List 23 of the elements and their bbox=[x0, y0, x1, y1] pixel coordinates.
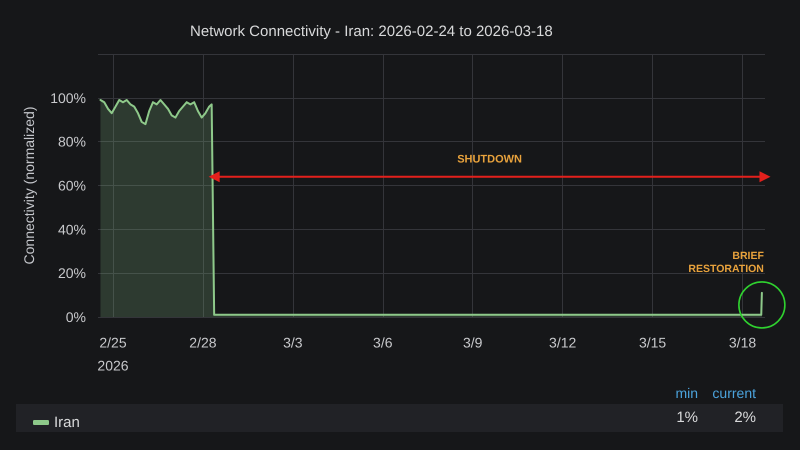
y-tick-label: 0% bbox=[66, 309, 86, 325]
chart-title: Network Connectivity - Iran: 2026-02-24 to 2026-03-18 bbox=[190, 23, 553, 40]
y-tick-label: 20% bbox=[58, 265, 86, 282]
x-tick-label: 3/3 bbox=[283, 334, 303, 350]
y-tick-label: 80% bbox=[58, 134, 86, 150]
annotation: BRIEF RESTORATION bbox=[687, 250, 764, 276]
text: current bbox=[712, 385, 756, 401]
text: min bbox=[675, 385, 698, 401]
x-tick-label: 3/15 bbox=[638, 334, 666, 350]
y-tick-label: 100% bbox=[50, 90, 86, 106]
text: 1% bbox=[676, 409, 698, 426]
x-tick-label: 3/6 bbox=[373, 334, 393, 350]
y-axis-title: Connectivity (normalized) bbox=[21, 106, 37, 264]
legend-label: Iran bbox=[54, 414, 80, 431]
x-tick-label: 3/18 bbox=[728, 334, 756, 350]
x-tick-label: 3/9 bbox=[462, 334, 483, 350]
annotation: SHUTDOWN bbox=[457, 153, 522, 166]
x-tick-label: 3/12 bbox=[549, 334, 576, 350]
y-tick-label: 40% bbox=[58, 221, 86, 238]
x-tick-label: 2/25 2026 bbox=[97, 334, 129, 374]
y-tick-label: 60% bbox=[58, 178, 86, 194]
text: 2% bbox=[734, 409, 756, 426]
x-tick-label: 2/28 bbox=[189, 334, 217, 350]
